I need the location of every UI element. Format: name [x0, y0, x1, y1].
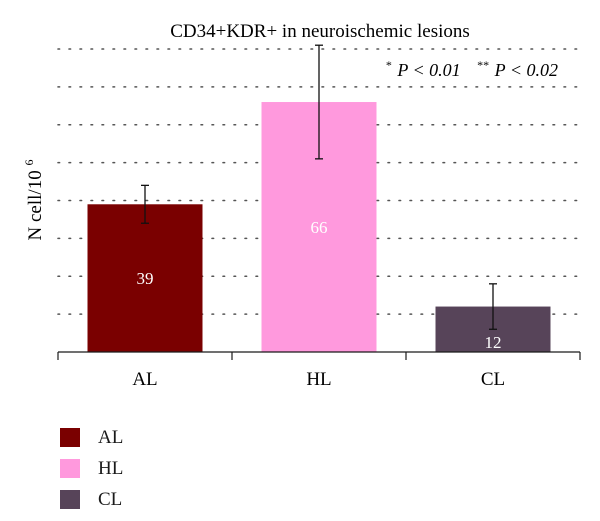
- bar-value-label-al: 39: [137, 269, 154, 288]
- legend-swatch-al: [60, 428, 80, 447]
- x-tick-label-hl: HL: [306, 369, 331, 390]
- legend-item-al: AL: [60, 422, 123, 453]
- legend-label-al: AL: [98, 426, 124, 448]
- sig-p-1: P < 0.01: [396, 60, 460, 80]
- legend-label-cl: CL: [98, 488, 123, 510]
- sig-star-2: **: [477, 58, 489, 72]
- x-tick-label-cl: CL: [481, 369, 505, 390]
- significance-annotation: * P < 0.01 ** P < 0.02: [386, 53, 558, 80]
- bar-chart: CD34+KDR+ in neuroischemic lesions * P <…: [22, 21, 581, 390]
- legend-swatch-cl: [60, 490, 80, 509]
- legend-label-hl: HL: [98, 457, 124, 479]
- x-axis-ticks: AL HL CL: [57, 352, 581, 390]
- legend-swatch-hl: [60, 459, 80, 478]
- legend-item-hl: HL: [60, 453, 123, 484]
- legend: AL HL CL: [60, 422, 123, 515]
- chart-title: CD34+KDR+ in neuroischemic lesions: [170, 21, 470, 42]
- bars: 39 66 12: [87, 44, 551, 353]
- sig-star-1: *: [386, 58, 392, 72]
- y-axis-label-base: N cell/10: [25, 170, 46, 240]
- y-axis-label: N cell/10 6: [22, 160, 46, 241]
- legend-item-cl: CL: [60, 484, 123, 515]
- y-axis-label-exponent: 6: [22, 160, 36, 166]
- bar-al: [87, 204, 203, 352]
- bar-value-label-hl: 66: [311, 218, 328, 237]
- sig-p-2: P < 0.02: [494, 60, 558, 80]
- bar-value-label-cl: 12: [485, 333, 502, 352]
- x-tick-label-al: AL: [132, 369, 157, 390]
